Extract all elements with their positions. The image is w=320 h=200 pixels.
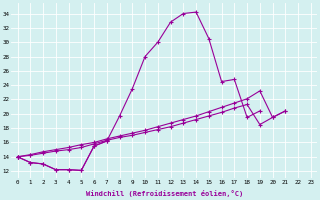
X-axis label: Windchill (Refroidissement éolien,°C): Windchill (Refroidissement éolien,°C): [85, 190, 243, 197]
